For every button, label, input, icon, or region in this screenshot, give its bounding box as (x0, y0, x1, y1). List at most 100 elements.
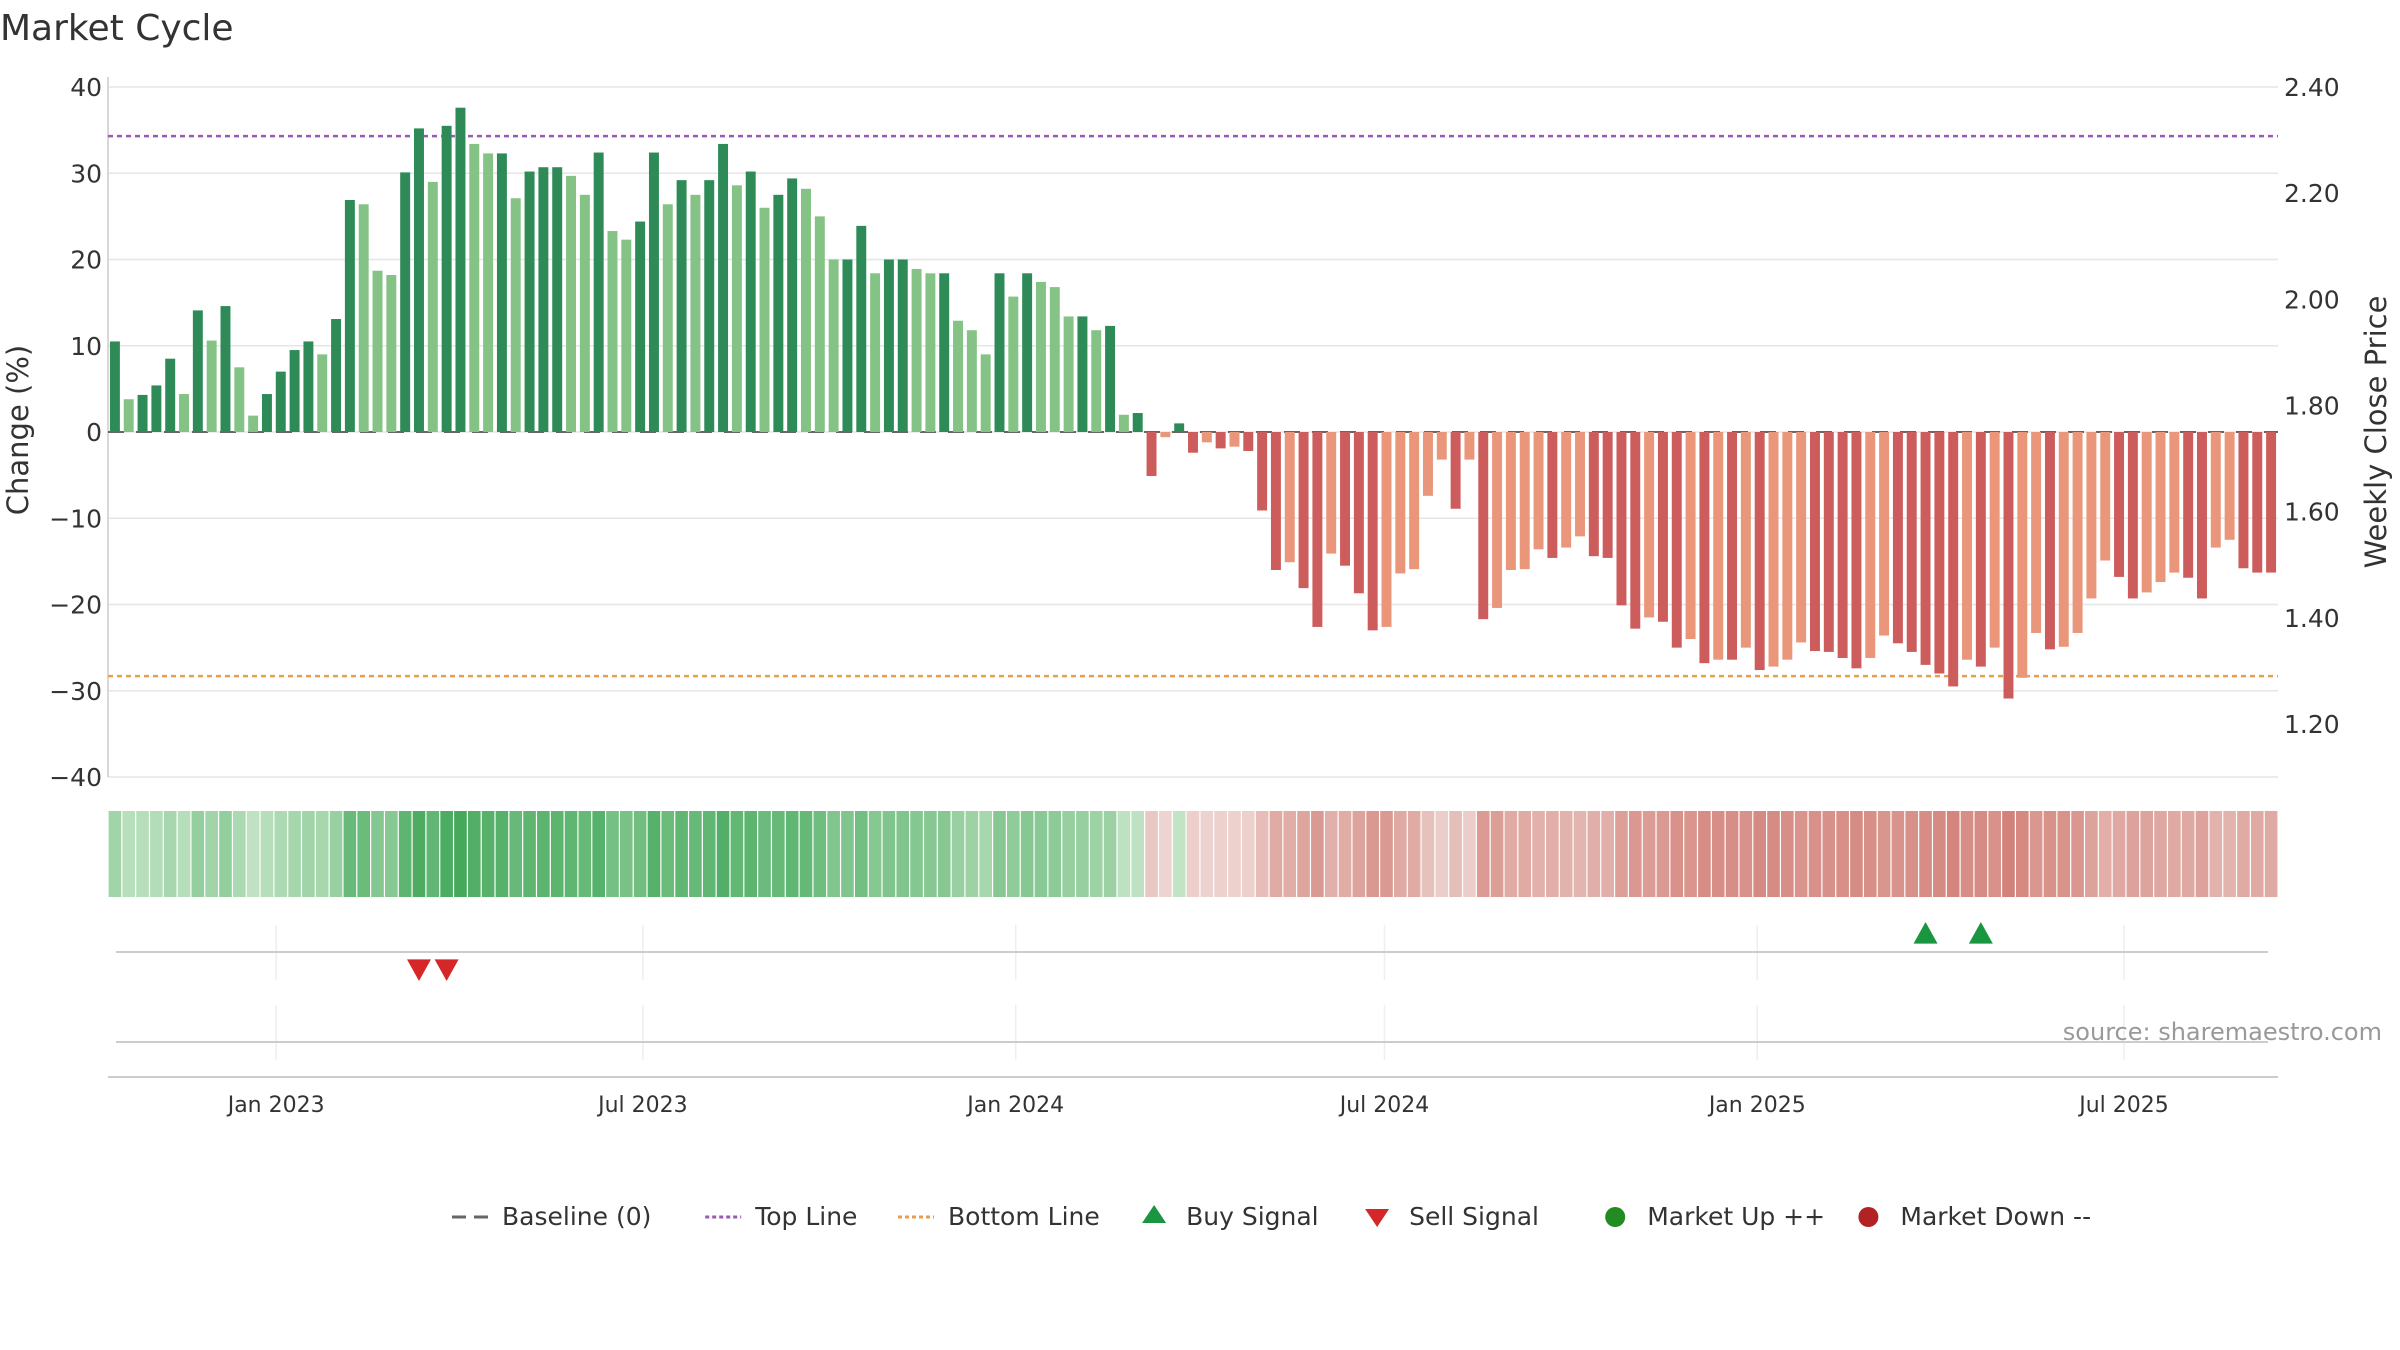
change-bar (828, 259, 839, 432)
legend-symbol (1605, 1207, 1626, 1227)
change-bar (496, 153, 507, 432)
heat-cell (1739, 811, 1753, 897)
x-tick-label: Jul 2023 (596, 1093, 688, 1118)
heat-cell (1007, 811, 1020, 897)
change-bar (1851, 432, 1862, 669)
heat-cell (357, 811, 371, 897)
heat-cell (1559, 811, 1573, 897)
y2-tick-label: 2.20 (2284, 179, 2340, 208)
heat-cell (371, 811, 384, 897)
heat-cell (163, 811, 177, 897)
heat-cell (150, 811, 163, 897)
change-bar (2072, 432, 2083, 633)
heat-cell (288, 811, 301, 897)
change-bar (372, 270, 383, 432)
heat-cell (537, 811, 550, 897)
heat-cell (1324, 811, 1338, 897)
change-bar (1782, 432, 1793, 660)
change-bar (773, 194, 784, 432)
heat-cell (1808, 811, 1822, 897)
heat-cell (343, 811, 357, 897)
heat-cell (467, 811, 481, 897)
change-bar (1657, 432, 1668, 622)
heat-cell (1532, 811, 1545, 897)
heat-cell (813, 811, 827, 897)
change-bar (2127, 432, 2138, 599)
heat-cell (1642, 811, 1656, 897)
heat-cell (1933, 811, 1946, 897)
buy-signal-marker (1968, 922, 1993, 944)
y2-tick-label: 1.80 (2284, 391, 2340, 420)
heat-cell (2085, 811, 2098, 897)
change-bar (1188, 432, 1198, 453)
legend-label: Bottom Line (948, 1202, 1100, 1231)
change-bar (1436, 432, 1447, 460)
heat-cell (1698, 811, 1711, 897)
change-bar (427, 181, 438, 432)
heat-cell (1670, 811, 1684, 897)
market-panel (108, 1005, 2278, 1078)
change-bar (1478, 432, 1489, 620)
heat-cell (1518, 811, 1532, 897)
change-bar (1118, 414, 1129, 432)
change-bar (1450, 432, 1461, 509)
heat-cell (882, 811, 896, 897)
change-bar (1837, 432, 1848, 658)
change-bar (814, 216, 825, 432)
heat-cell (1269, 811, 1283, 897)
heat-cell (2209, 811, 2223, 897)
change-bar (925, 273, 936, 432)
change-bar (1381, 432, 1392, 627)
heat-cell (827, 811, 840, 897)
heat-cell (1366, 811, 1379, 897)
heat-cell (246, 811, 260, 897)
change-bar (1588, 432, 1599, 557)
heat-cell (1836, 811, 1849, 897)
change-bar (897, 259, 908, 432)
signal-panel (116, 922, 2268, 981)
change-bar (911, 268, 922, 432)
heat-cell (993, 811, 1006, 897)
change-bar (1464, 432, 1475, 460)
x-axis-ticks: Jan 2023 Jul 2023 Jan 2024 Jul 2024 Jan 2025… (226, 1093, 2169, 1118)
change-bar (234, 367, 245, 432)
change-bar (1713, 432, 1724, 660)
change-bar (483, 153, 494, 432)
legend-symbol (1365, 1209, 1390, 1227)
heat-cell (1449, 811, 1462, 897)
heat-cell (772, 811, 785, 897)
heat-cell (385, 811, 398, 897)
change-bar (455, 107, 466, 432)
change-bar (1519, 432, 1530, 570)
change-bar (2266, 432, 2277, 573)
y2-tick-label: 1.60 (2284, 498, 2340, 527)
change-bar (1008, 296, 1019, 432)
change-bar (1920, 432, 1931, 665)
change-bar (1796, 432, 1807, 643)
source-note: source: sharemaestro.com (2063, 1018, 2382, 1046)
heat-cell (1048, 811, 1062, 897)
change-bar (1547, 432, 1558, 558)
change-bar (2183, 432, 2194, 578)
change-bar (1616, 432, 1627, 606)
heat-cell (1850, 811, 1863, 897)
heat-cell (2112, 811, 2126, 897)
change-bar (662, 204, 673, 432)
change-bar (331, 319, 342, 432)
heat-cell (1767, 811, 1780, 897)
change-bar (1132, 413, 1143, 432)
change-bar (648, 152, 659, 433)
heat-cell (1311, 811, 1324, 897)
change-bar (690, 194, 701, 432)
change-bar (1353, 432, 1364, 594)
change-bar (1602, 432, 1613, 558)
heat-cell (1186, 811, 1200, 897)
heat-cell (854, 811, 868, 897)
legend-item-baseline: Baseline (0) (452, 1202, 651, 1231)
chart-title: Market Cycle (0, 8, 234, 49)
heat-cell (1421, 811, 1435, 897)
heat-cell (965, 811, 979, 897)
y-tick-label: 30 (70, 159, 102, 188)
heat-cell (481, 811, 495, 897)
